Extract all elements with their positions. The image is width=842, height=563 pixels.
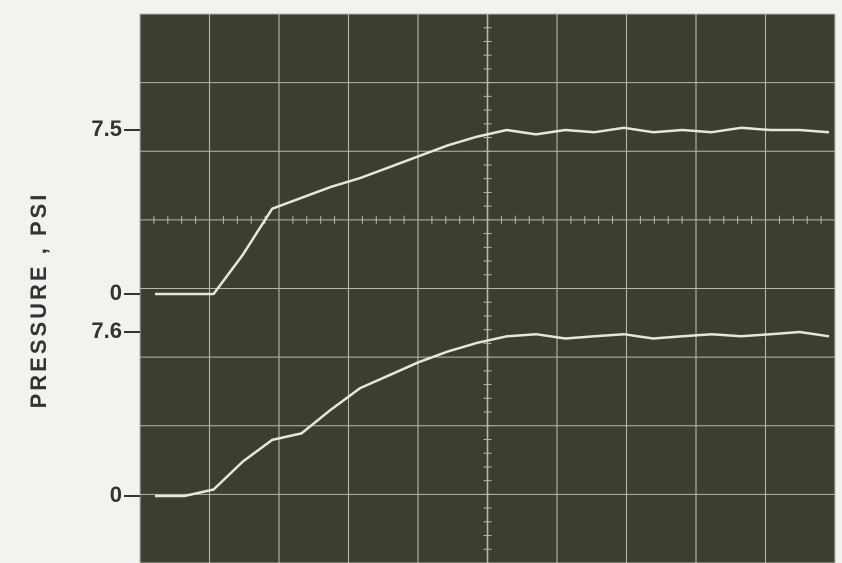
y-tick-label: 7.6 <box>91 318 122 343</box>
trace <box>155 126 830 296</box>
axis-label: PRESSURE , PSI <box>26 192 51 409</box>
y-tick-label: 0 <box>110 280 122 305</box>
y-tick-label: 7.5 <box>91 116 122 141</box>
y-tick-label: 0 <box>110 482 122 507</box>
trace <box>155 330 830 498</box>
